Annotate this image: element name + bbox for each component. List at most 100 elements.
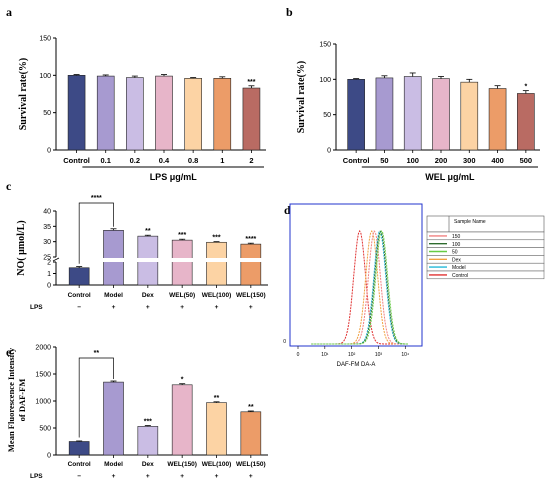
significance-label: ** xyxy=(145,228,151,235)
x-tick-label: WEL(100) xyxy=(202,461,232,468)
axis-break-mark xyxy=(52,257,60,262)
bar xyxy=(432,78,450,151)
y-axis-title-line1: Mean Fluorescence Intensity xyxy=(6,347,16,452)
x-tick-label: Model xyxy=(104,292,123,299)
bar xyxy=(96,75,115,151)
lps-label: LPS xyxy=(30,304,43,311)
y-tick-label: 50 xyxy=(43,110,51,117)
y-axis-title: Survival rate(%) xyxy=(296,61,307,134)
x-tick-label: 0.2 xyxy=(130,156,140,165)
y-tick-label: 1500 xyxy=(35,372,51,379)
legend-label: 150 xyxy=(452,234,461,240)
y-axis-title-line2: of DAF-FM xyxy=(17,379,27,422)
legend-label: 50 xyxy=(452,250,458,256)
bar xyxy=(213,78,232,151)
y-tick-label: 500 xyxy=(39,426,51,433)
x-tick-label: Control xyxy=(343,156,370,165)
y-axis-title: NO( μmol/L) xyxy=(16,220,27,275)
x-tick-label: WEL(50) xyxy=(169,292,195,299)
lps-sign: + xyxy=(146,304,150,311)
significance-label: *** xyxy=(212,235,220,242)
bar xyxy=(171,384,193,456)
x-tick-label: 300 xyxy=(463,156,476,165)
legend-label: 100 xyxy=(452,242,461,248)
lps-label: LPS xyxy=(30,473,43,480)
lps-sign: − xyxy=(77,304,81,311)
y-tick-label: 35 xyxy=(43,224,51,231)
significance-label: *** xyxy=(247,79,255,86)
y-tick-label: 150 xyxy=(39,36,51,43)
x-tick-label: Dex xyxy=(142,461,154,468)
y-tick-label: 0 xyxy=(47,148,51,155)
y-tick-label: 2 xyxy=(47,260,51,267)
x-tick-label: 0.4 xyxy=(159,156,170,165)
plot-frame xyxy=(289,203,423,347)
y-tick-label: 25 xyxy=(43,255,51,262)
comparison-bracket xyxy=(78,202,114,264)
legend-header: Sample Name xyxy=(454,219,486,225)
x-tick-label: 0.1 xyxy=(100,156,110,165)
panel-letter-a: a xyxy=(6,5,12,19)
bracket-significance: **** xyxy=(91,195,102,202)
bar xyxy=(67,75,86,151)
x-tick-label: Control xyxy=(68,292,91,299)
bar xyxy=(240,243,262,286)
lps-sign: − xyxy=(77,473,81,480)
bar xyxy=(488,88,507,151)
panel-letter-c: c xyxy=(6,179,12,193)
chart-a: 0 50 100 150 Survival rate(%) Control 0.1 0.2 0.… xyxy=(18,36,266,182)
x-tick-label: 10³ xyxy=(375,352,383,358)
x-tick-label: 400 xyxy=(491,156,504,165)
y-tick-label: 100 xyxy=(39,73,51,80)
y-tick-label: 0 xyxy=(283,339,286,345)
significance-label: * xyxy=(524,84,527,91)
bar xyxy=(206,241,227,286)
x-tick-label: 50 xyxy=(380,156,388,165)
chart-e: 0 500 1000 1500 2000 Mean Fluorescence Intens… xyxy=(6,345,268,480)
y-tick-label: 1000 xyxy=(35,399,51,406)
x-tick-label: Control xyxy=(63,156,90,165)
lps-sign: + xyxy=(146,473,150,480)
bar xyxy=(68,441,90,456)
x-tick-label: 2 xyxy=(249,156,253,165)
x-tick-label: 100 xyxy=(406,156,419,165)
bar-break-gap xyxy=(205,258,228,262)
lps-sign: + xyxy=(112,473,116,480)
x-tick-label: WEL(150) xyxy=(167,461,197,468)
bar-break-gap xyxy=(239,258,262,262)
significance-label: *** xyxy=(178,232,186,239)
x-tick-label: 10⁴ xyxy=(401,352,409,358)
y-tick-label: 150 xyxy=(319,42,331,49)
x-tick-label: 0 xyxy=(297,352,300,358)
x-tick-label: WEL(150) xyxy=(236,292,266,299)
x-tick-label: 1 xyxy=(220,156,224,165)
legend-label: Dex xyxy=(452,257,461,263)
bar-break-gap xyxy=(171,258,194,262)
bar xyxy=(103,230,124,286)
lps-sign: + xyxy=(112,304,116,311)
y-tick-label: 0 xyxy=(327,148,331,155)
bar xyxy=(242,87,261,151)
x-tick-label: 500 xyxy=(520,156,533,165)
legend-label: Model xyxy=(452,265,466,271)
panel-letter-e: e xyxy=(6,345,12,359)
bar xyxy=(403,76,422,151)
significance-label: ** xyxy=(214,395,220,402)
chart-d: 0 10¹ 10² 10³ 10⁴ 0 DAF-FM DA-A Sample Name 150 1… xyxy=(283,203,545,368)
x-tick-label: 10¹ xyxy=(321,352,329,358)
lps-sign: + xyxy=(180,473,184,480)
bar xyxy=(103,381,124,456)
x-tick-label: Model xyxy=(104,461,123,468)
significance-label: * xyxy=(181,377,184,384)
y-tick-label: 50 xyxy=(323,112,331,119)
panel-letter-b: b xyxy=(286,5,293,19)
legend-label: Control xyxy=(452,273,468,279)
comparison-bracket xyxy=(78,357,114,438)
bar xyxy=(375,77,394,151)
x-tick-label: 200 xyxy=(435,156,448,165)
x-axis-title: LPS μg/mL xyxy=(150,172,198,182)
chart-b: 0 50 100 150 Survival rate(%) Control 50 100 200… xyxy=(296,42,540,182)
x-axis-title: DAF-FM DA-A xyxy=(337,362,376,368)
x-tick-label: WEL(150) xyxy=(236,461,266,468)
